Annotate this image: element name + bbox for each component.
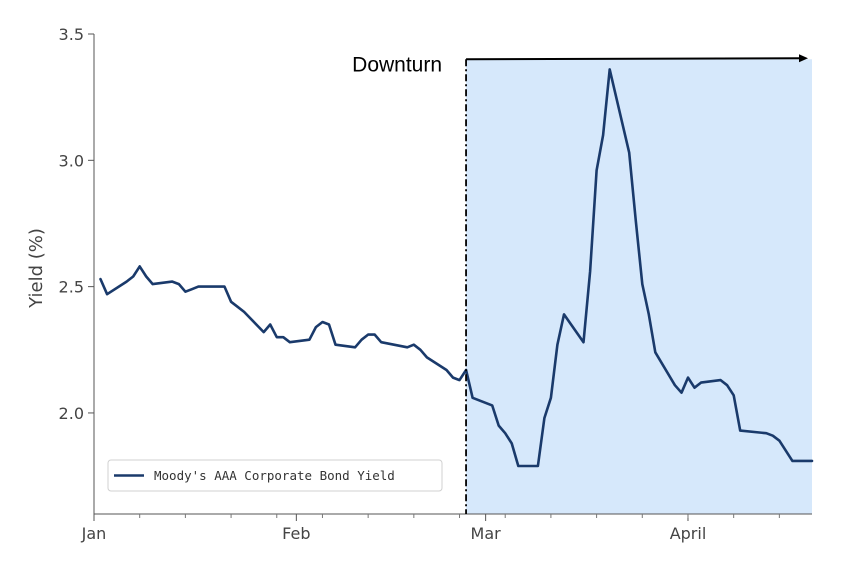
downturn-label: Downturn	[352, 53, 442, 76]
y-tick-label: 2.5	[59, 278, 84, 297]
y-tick-label: 3.0	[59, 151, 84, 170]
x-tick-label: April	[670, 524, 707, 543]
y-tick-label: 2.0	[59, 404, 84, 423]
series-line	[99, 68, 814, 468]
shaded-region	[466, 59, 812, 515]
downturn-arrowhead	[799, 54, 808, 63]
legend-label: Moody's AAA Corporate Bond Yield	[154, 468, 395, 483]
x-tick-label: Mar	[471, 524, 502, 543]
downturn-arrow	[466, 57, 803, 61]
x-tick-label: Feb	[282, 524, 310, 543]
y-axis-label: Yield (%)	[26, 228, 47, 309]
x-tick-label: Jan	[81, 524, 107, 543]
legend-box	[107, 459, 443, 492]
y-tick-label: 3.5	[59, 25, 84, 44]
